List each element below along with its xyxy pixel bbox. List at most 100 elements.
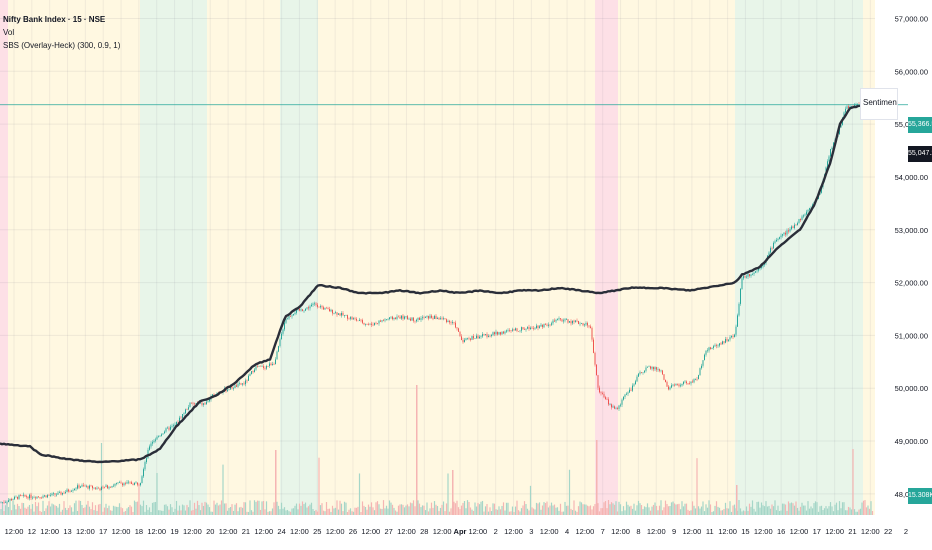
volume-bar	[501, 505, 503, 515]
x-tick-label: 16	[777, 527, 785, 536]
candle-body	[359, 319, 360, 321]
time-axis-panel	[0, 515, 932, 550]
volume-bar	[321, 503, 323, 515]
volume-bar	[264, 509, 266, 515]
candle-body	[129, 481, 131, 483]
volume-bar	[447, 473, 449, 515]
candle-body	[357, 320, 359, 322]
candle-body	[344, 315, 345, 316]
overlay-line	[0, 103, 873, 464]
candle-body	[278, 346, 279, 352]
candle-body	[417, 317, 419, 320]
candle-body	[306, 307, 308, 309]
volume-bar	[537, 503, 539, 515]
volume-bar	[726, 508, 728, 515]
volume-bar	[379, 508, 382, 515]
volume-bar	[394, 510, 397, 515]
volume-bar	[546, 501, 548, 515]
volume-bar	[829, 502, 832, 515]
volume-bar	[300, 505, 302, 515]
volume-bar	[705, 504, 707, 515]
candle-body	[437, 318, 438, 319]
candle-body	[509, 330, 510, 331]
candle-body	[785, 232, 786, 235]
volume-bar	[403, 507, 406, 515]
volume-bar	[136, 501, 139, 515]
candle-body	[308, 307, 309, 309]
volume-bar	[234, 504, 236, 515]
x-tick-label: 12:00	[647, 527, 666, 536]
volume-bar	[0, 509, 2, 515]
volume-bar	[633, 503, 635, 515]
candle-body	[497, 331, 498, 335]
candle-body	[93, 487, 95, 489]
candle-body	[710, 347, 711, 349]
candle-body	[6, 501, 8, 503]
volume-bar	[468, 501, 470, 515]
volume-bar	[676, 504, 679, 515]
candle-body	[101, 486, 102, 491]
candle-body	[303, 310, 305, 312]
volume-bar	[343, 501, 346, 515]
volume-bar	[124, 510, 127, 515]
volume-bar	[91, 502, 94, 515]
candle-body	[405, 316, 407, 317]
volume-bar	[148, 507, 151, 515]
candle-body	[114, 483, 116, 486]
candle-body	[851, 106, 852, 107]
volume-bar	[831, 506, 833, 515]
candle-body	[30, 494, 32, 498]
volume-bar	[780, 510, 782, 515]
volume-bar	[808, 508, 811, 515]
candle-body	[830, 149, 831, 157]
candle-body	[90, 485, 92, 487]
symbol-title[interactable]: Nifty Bank Index · 15 · NSE	[3, 15, 106, 24]
x-tick-label: 12:00	[5, 527, 24, 536]
volume-bar	[141, 506, 143, 515]
candle-body	[345, 315, 347, 316]
volume-bar	[366, 509, 368, 515]
volume-bar	[154, 501, 157, 515]
volume-bar	[549, 505, 551, 515]
volume-bar	[82, 507, 85, 515]
volume-bar	[351, 511, 353, 515]
candle-body	[86, 485, 87, 487]
volume-bar	[859, 508, 862, 515]
candle-body	[312, 303, 314, 305]
volume-bar	[294, 505, 296, 515]
candle-body	[692, 381, 693, 383]
volume-bar	[84, 507, 86, 515]
volume-bar	[534, 509, 536, 515]
overlay-indicator-label[interactable]: SBS (Overlay-Heck) (300, 0.9, 1)	[3, 41, 121, 50]
candle-body	[5, 502, 6, 503]
volume-bar	[739, 508, 742, 515]
volume-bar	[105, 503, 107, 515]
candle-body	[89, 485, 90, 489]
candle-body	[720, 343, 722, 345]
candle-body	[624, 394, 626, 397]
candle-body	[666, 382, 668, 387]
candle-body	[365, 324, 366, 325]
volume-bar	[252, 511, 254, 515]
candle-body	[230, 386, 231, 390]
candle-body	[608, 399, 609, 405]
candle-body	[548, 324, 549, 326]
volume-bar	[703, 511, 706, 515]
candle-body	[267, 366, 269, 367]
volume-bar	[540, 509, 542, 515]
candle-body	[95, 487, 96, 489]
volume-indicator-label[interactable]: Vol	[3, 28, 15, 37]
volume-bar	[651, 506, 653, 515]
candle-body	[249, 374, 251, 376]
volume-bar	[411, 503, 413, 515]
candle-body	[803, 215, 804, 217]
candle-body	[786, 230, 788, 235]
x-tick-label: 20	[206, 527, 214, 536]
candle-body	[69, 491, 71, 493]
candle-body	[396, 316, 398, 320]
candle-body	[695, 378, 696, 380]
candle-body	[87, 485, 89, 489]
candle-body	[131, 482, 132, 484]
candle-body	[135, 482, 137, 484]
